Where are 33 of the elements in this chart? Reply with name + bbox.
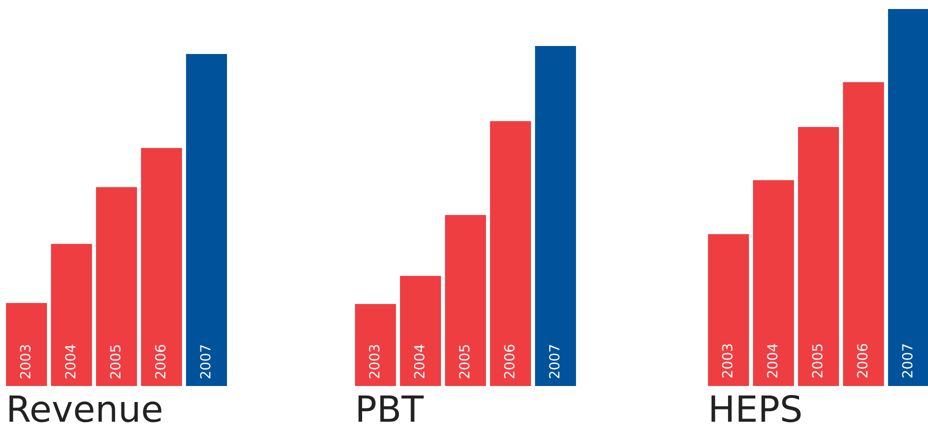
- text: Revenue: [10, 395, 162, 422]
- x-tick-label: 2004: [414, 344, 425, 378]
- x-tick-label: 2003: [369, 344, 380, 378]
- bar: [445, 214, 486, 386]
- x-tick-label: 2007: [200, 345, 211, 378]
- x-tick-label: 2004: [767, 344, 778, 378]
- bar: [535, 46, 576, 386]
- x-tick-label: 2005: [812, 344, 823, 378]
- bar: [490, 121, 531, 386]
- x-tick-label: 2006: [857, 344, 868, 378]
- x-tick-label: 2007: [549, 345, 560, 378]
- bar: [753, 180, 794, 386]
- bar: [355, 304, 396, 386]
- x-tick-label: 2006: [504, 344, 515, 378]
- bar: [708, 234, 749, 386]
- bar: [51, 244, 92, 386]
- bar: [6, 303, 47, 386]
- bar: [843, 82, 884, 386]
- x-tick-label: 2003: [722, 344, 733, 378]
- bar: [400, 276, 441, 386]
- x-tick-label: 2006: [155, 344, 166, 378]
- bar: [888, 9, 928, 386]
- x-tick-label: 2007: [902, 344, 913, 378]
- bar: [186, 54, 227, 386]
- bar: [141, 148, 182, 386]
- x-tick-label: 2004: [65, 344, 76, 378]
- text: PBT: [358, 395, 424, 422]
- x-tick-label: 2003: [20, 345, 31, 378]
- x-tick-label: 2005: [459, 345, 470, 378]
- x-tick-label: 2005: [110, 345, 121, 378]
- bar: [798, 127, 839, 386]
- bar: [96, 187, 137, 386]
- text: HEPS: [712, 394, 801, 422]
